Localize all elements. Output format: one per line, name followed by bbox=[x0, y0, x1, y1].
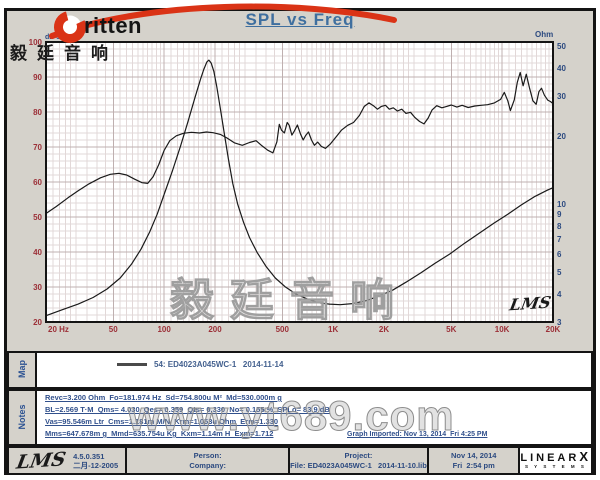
plot-border bbox=[45, 41, 554, 323]
linearx-text: LINEAR bbox=[520, 452, 580, 464]
y-left-tick-label: 30 bbox=[33, 283, 42, 292]
footer-person-cell: Person: Company: bbox=[127, 448, 290, 473]
brand-logo bbox=[49, 3, 397, 43]
y-left-tick-label: 40 bbox=[33, 248, 42, 257]
file-label: File: ED4023A045WC-1 2014-11-10.lib bbox=[290, 460, 427, 470]
notes-section-label-cell: Notes bbox=[9, 391, 37, 444]
x-tick-label: 5K bbox=[446, 325, 456, 334]
footer-project-cell: Project: File: ED4023A045WC-1 2014-11-10… bbox=[290, 448, 430, 473]
x-tick-label: 2K bbox=[379, 325, 389, 334]
y-left-tick-label: 20 bbox=[33, 318, 42, 327]
person-label: Person: bbox=[193, 450, 222, 460]
notes-line-1: Revc=3.200 Ohm Fo=181.974 Hz Sd=754.800u… bbox=[45, 393, 282, 402]
y-right-tick-label: 9 bbox=[557, 210, 562, 219]
legend-text: 54: ED4023A045WC-1 2014-11-14 bbox=[154, 360, 284, 369]
footer-time: Fri 2:54 pm bbox=[452, 460, 495, 470]
footer-date: Nov 14, 2014 bbox=[451, 450, 497, 460]
linearx-x: X bbox=[579, 449, 591, 464]
notes-line-3: Vas=95.546m Ltr Cms=1.181m M/N Krm=1.053… bbox=[45, 417, 279, 426]
footer-linearx-cell: LINEARX S Y S T E M S bbox=[520, 448, 591, 473]
right-axis-label: Ohm bbox=[535, 30, 554, 39]
y-right-tick-label: 50 bbox=[557, 42, 566, 51]
y-left-tick-label: 70 bbox=[33, 143, 42, 152]
spl-curve bbox=[45, 71, 554, 214]
y-left-tick-label: 100 bbox=[29, 38, 43, 47]
logo-swoosh bbox=[49, 3, 397, 39]
y-right-tick-label: 30 bbox=[557, 92, 566, 101]
notes-line-2: BL=2.569 T·M Qms= 4.030 Qes= 0.359 Qts= … bbox=[45, 405, 330, 414]
y-right-tick-label: 5 bbox=[557, 268, 562, 277]
x-tick-label: 50 bbox=[109, 325, 118, 334]
linearx-logo: LINEARX bbox=[520, 449, 591, 464]
impedance-curve bbox=[45, 59, 554, 317]
footer-bar: LMS 4.5.0.351 二月-12-2005 Person: Company… bbox=[7, 446, 593, 475]
y-right-tick-label: 8 bbox=[557, 222, 562, 231]
legend-line-swatch bbox=[117, 363, 147, 366]
map-section: Map 54: ED4023A045WC-1 2014-11-14 bbox=[7, 351, 593, 389]
y-left-tick-label: 90 bbox=[33, 73, 42, 82]
y-left-tick-label: 80 bbox=[33, 108, 42, 117]
notes-line-4: Mms=647.678m g Mmd=635.754u Kg Kxm=1.14m… bbox=[45, 429, 274, 438]
legend-row: 54: ED4023A045WC-1 2014-11-14 bbox=[117, 360, 283, 369]
graph-imported-text: Graph Imported: Nov 13, 2014 Fri 4:25 PM bbox=[347, 431, 488, 438]
lms-watermark: LMS bbox=[507, 292, 553, 315]
x-tick-label: 10K bbox=[495, 325, 510, 334]
y-right-tick-label: 20 bbox=[557, 132, 566, 141]
notes-section-label: Notes bbox=[17, 404, 27, 430]
brand-logo-text: ritten bbox=[84, 13, 142, 38]
y-right-tick-label: 7 bbox=[557, 235, 562, 244]
company-label: Company: bbox=[189, 460, 226, 470]
footer-date-cell: Nov 14, 2014 Fri 2:54 pm bbox=[429, 448, 521, 473]
map-section-label: Map bbox=[17, 360, 27, 378]
x-tick-label: 1K bbox=[328, 325, 338, 334]
map-section-label-cell: Map bbox=[9, 353, 37, 387]
y-right-tick-label: 40 bbox=[557, 64, 566, 73]
spl-impedance-chart: 20 Hz 50 100 200 500 1K 2K 5K 10K 20K 100 90 80 70 60 5… bbox=[29, 38, 567, 334]
left-axis-label: dB SPL bbox=[45, 34, 70, 41]
logo-e-icon bbox=[54, 11, 86, 43]
x-tick-label: 200 bbox=[208, 325, 222, 334]
y-left-tick-label: 60 bbox=[33, 178, 42, 187]
x-tick-label: 20K bbox=[546, 325, 561, 334]
project-label: Project: bbox=[344, 450, 373, 460]
y-right-tick-label: 10 bbox=[557, 200, 566, 209]
y-left-tick-label: 50 bbox=[33, 213, 42, 222]
y-right-tick-label: 4 bbox=[557, 290, 562, 299]
y-right-tick-label: 3 bbox=[557, 318, 562, 327]
lms-date: 二月-12-2005 bbox=[73, 460, 119, 470]
y-right-tick-label: 6 bbox=[557, 250, 562, 259]
footer-lms-cell: LMS 4.5.0.351 二月-12-2005 bbox=[9, 447, 128, 474]
x-tick-label: 20 Hz bbox=[48, 325, 69, 334]
page-title: SPL vs Freq bbox=[245, 10, 355, 29]
x-tick-label: 500 bbox=[276, 325, 290, 334]
lms-version: 4.5.0.351 bbox=[73, 451, 105, 461]
notes-section: Notes Revc=3.200 Ohm Fo=181.974 Hz Sd=75… bbox=[7, 389, 593, 446]
linearx-systems-text: S Y S T E M S bbox=[525, 464, 587, 469]
x-tick-label: 100 bbox=[157, 325, 171, 334]
brand-cn-name: 毅廷音响 bbox=[10, 44, 118, 63]
lms-logo: LMS bbox=[14, 447, 68, 474]
